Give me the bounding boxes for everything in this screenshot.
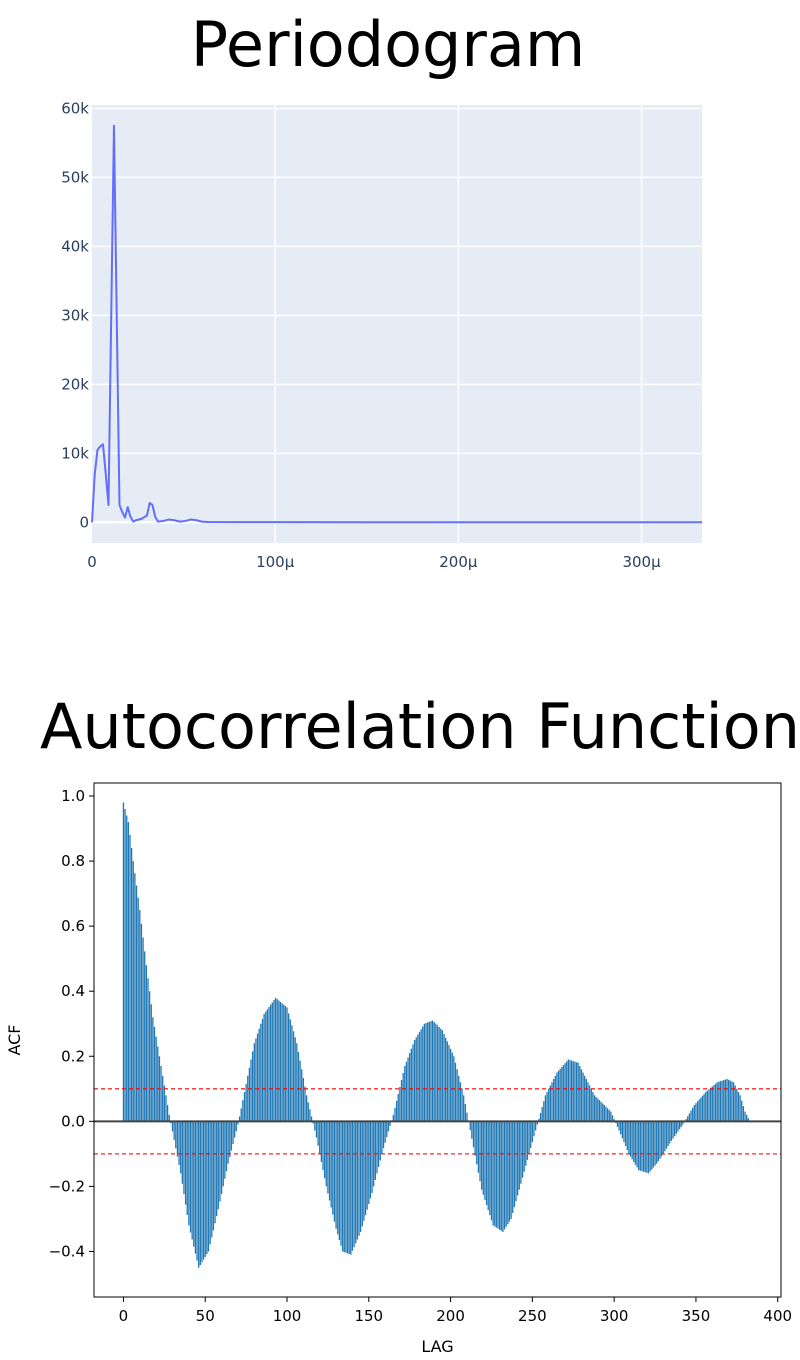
y-tick-label: −0.4 xyxy=(49,1242,85,1260)
y-tick-label: 0.8 xyxy=(61,852,85,870)
y-tick-label: 0.6 xyxy=(61,917,85,935)
x-tick-label: 0 xyxy=(87,553,97,571)
plot-background xyxy=(92,105,702,543)
y-tick-label: 10k xyxy=(61,444,89,462)
x-tick-label: 150 xyxy=(354,1307,383,1325)
plot-frame xyxy=(93,782,782,1298)
x-axis-label: LAG xyxy=(421,1337,453,1356)
y-tick-label: 20k xyxy=(61,375,89,393)
x-tick-label: 200μ xyxy=(439,553,478,571)
y-tick-label: −0.2 xyxy=(49,1177,85,1195)
x-tick-label: 50 xyxy=(196,1307,215,1325)
periodogram-chart: 0 100μ 200μ 300μ 0 10k 20k 30k 40k 50k 60k xyxy=(61,99,702,571)
y-axis-label: ACF xyxy=(5,1024,24,1055)
y-tick-label: 60k xyxy=(61,99,89,117)
periodogram-series-line xyxy=(91,124,702,524)
x-tick-label: 250 xyxy=(518,1307,547,1325)
y-tick-label: 30k xyxy=(61,306,89,324)
y-tick-label: 1.0 xyxy=(61,787,85,805)
x-tick-label: 300μ xyxy=(622,553,661,571)
x-tick-label: 400 xyxy=(763,1307,792,1325)
x-tick-label: 100 xyxy=(273,1307,302,1325)
y-tick-label: 0.2 xyxy=(61,1047,85,1065)
y-tick-label: 0 xyxy=(79,513,89,531)
x-tick-label: 350 xyxy=(682,1307,711,1325)
x-tick-label: 300 xyxy=(600,1307,629,1325)
y-tick-label: 0.0 xyxy=(61,1112,85,1130)
x-tick-label: 0 xyxy=(119,1307,129,1325)
y-tick-label: 40k xyxy=(61,237,89,255)
x-tick-label: 100μ xyxy=(256,553,295,571)
y-tick-label: 0.4 xyxy=(61,982,85,1000)
y-tick-label: 50k xyxy=(61,168,89,186)
periodogram-title: Periodogram xyxy=(190,8,586,81)
x-tick-label: 200 xyxy=(436,1307,465,1325)
acf-title: Autocorrelation Function xyxy=(39,690,800,763)
acf-chart: 0 50 100 150 200 250 300 350 400 −0.4 −0.2 0.0 0.2 0.… xyxy=(5,782,792,1356)
